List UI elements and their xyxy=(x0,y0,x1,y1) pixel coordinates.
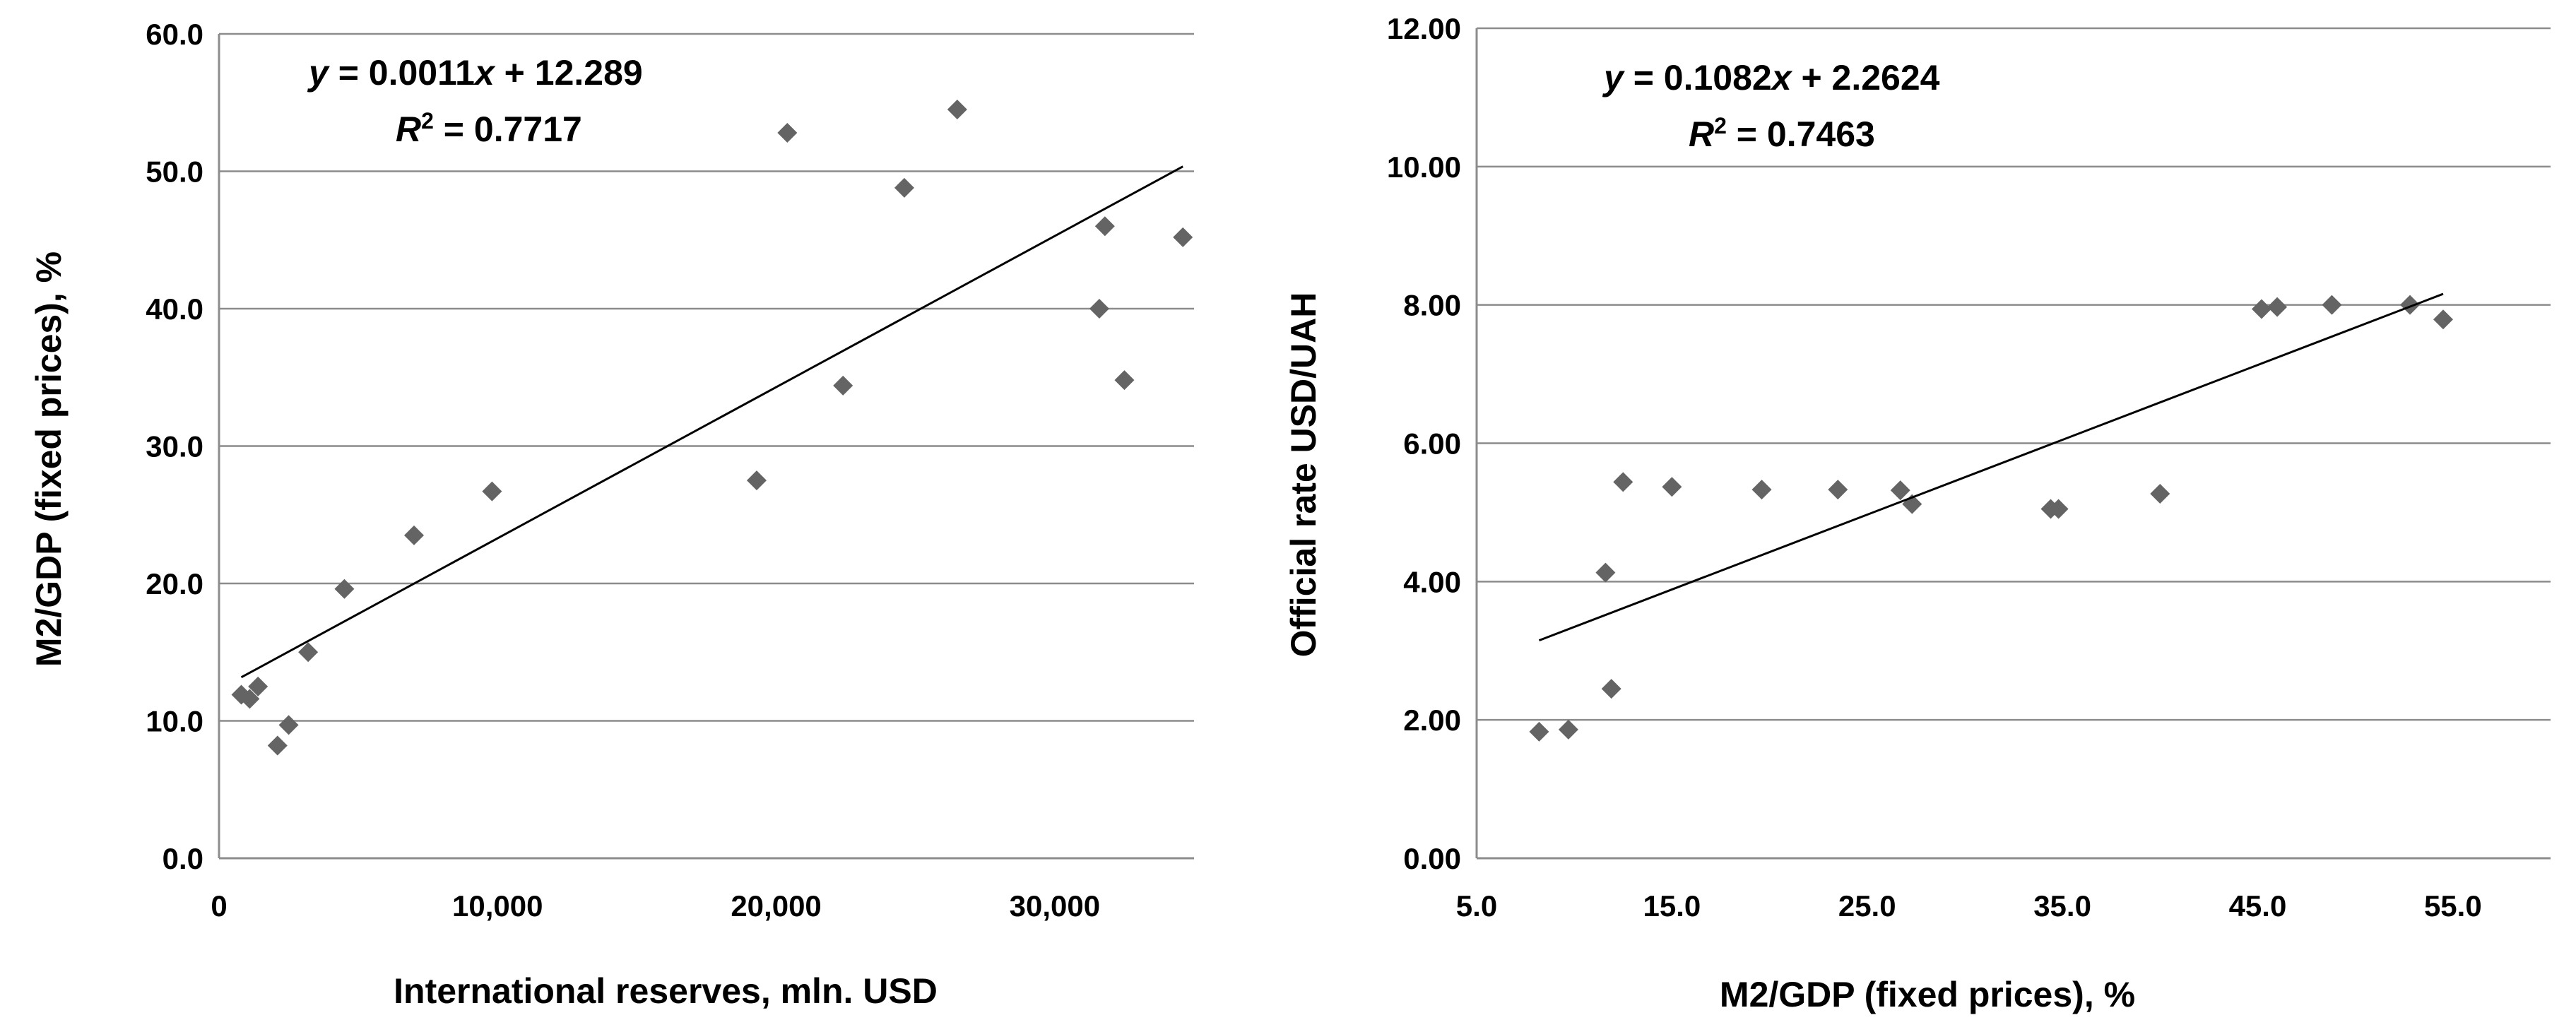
chart1-data-point xyxy=(267,735,288,756)
chart2-data-point xyxy=(1529,721,1549,742)
chart1-data-point xyxy=(240,689,260,709)
chart2-r-label: R xyxy=(1689,114,1714,154)
chart2-data-point xyxy=(1558,719,1578,740)
chart2-data-point xyxy=(2267,297,2288,317)
chart1-r-value: = 0.7717 xyxy=(434,109,582,149)
chart2-data-point xyxy=(2322,295,2342,315)
chart2-eq-rest: = 0.1082 xyxy=(1624,58,1772,97)
chart1-y-axis-title: M2/GDP (fixed prices), % xyxy=(29,251,69,667)
chart2-data-point xyxy=(2150,483,2170,504)
chart1-eq-rest: = 0.0011 xyxy=(329,53,475,93)
chart2-x-tick-label: 25.0 xyxy=(1838,889,1896,923)
chart2-x-tick-label: 15.0 xyxy=(1643,889,1701,923)
chart1-data-point xyxy=(947,99,967,119)
chart1-y-tick-label: 30.0 xyxy=(146,430,203,463)
chart2-y-tick-labels: 0.00 2.00 4.00 6.00 8.00 10.00 12.00 xyxy=(1387,12,1461,875)
chart1-data-point xyxy=(482,481,502,502)
chart1-r-squared: R2 = 0.7717 xyxy=(396,108,582,149)
chart1-eq-x: x xyxy=(473,53,496,93)
chart2-r-sup: 2 xyxy=(1714,113,1727,138)
chart2-data-point xyxy=(2251,299,2271,319)
chart1-y-tick-label: 60.0 xyxy=(146,18,203,51)
chart1-data-point xyxy=(298,642,319,663)
chart1-y-tick-label: 50.0 xyxy=(146,155,203,189)
chart2-data-point xyxy=(1613,472,1633,492)
chart1-x-axis-title: International reserves, mln. USD xyxy=(394,971,938,1011)
chart2-trend-equation: y = 0.1082x + 2.2624 xyxy=(1602,58,1940,97)
chart1-x-tick-label: 20,000 xyxy=(731,889,821,923)
chart2-y-axis-title: Official rate USD/UAH xyxy=(1284,292,1323,658)
chart1-x-tick-labels: 0 10,000 20,000 30,000 xyxy=(211,889,1100,923)
chart1-y-tick-label: 0.0 xyxy=(163,842,203,875)
chart2-data-points xyxy=(1529,295,2453,742)
chart2-eq-x: x xyxy=(1770,58,1793,97)
chart2-data-point xyxy=(1890,480,1910,501)
chart2-y-tick-label: 12.00 xyxy=(1387,12,1461,45)
chart1-eq-y: y xyxy=(307,53,330,93)
chart1-x-tick-label: 10,000 xyxy=(452,889,543,923)
chart-reserves-vs-m2gdp: 0.0 10.0 20.0 30.0 40.0 50.0 60.0 0 10,000 20,00… xyxy=(29,18,1194,1011)
chart1-y-tick-label: 20.0 xyxy=(146,567,203,600)
chart2-data-point xyxy=(1595,562,1616,583)
chart1-data-point xyxy=(777,123,798,143)
chart2-y-tick-label: 10.00 xyxy=(1387,150,1461,184)
chart2-gridlines xyxy=(1477,27,2551,721)
chart1-data-point xyxy=(1173,227,1193,247)
chart2-data-point xyxy=(1828,480,1848,500)
chart2-y-tick-label: 2.00 xyxy=(1403,704,1461,737)
chart2-data-point xyxy=(1662,477,1682,497)
chart2-x-tick-labels: 5.0 15.0 25.0 35.0 45.0 55.0 xyxy=(1456,889,2482,923)
chart2-eq-const: + 2.2624 xyxy=(1792,58,1940,97)
chart1-data-point xyxy=(894,177,914,198)
chart1-data-point xyxy=(1089,299,1109,319)
chart1-data-point xyxy=(334,579,355,599)
chart2-r-value: = 0.7463 xyxy=(1727,114,1875,154)
chart1-y-tick-label: 10.0 xyxy=(146,705,203,738)
chart1-eq-const: + 12.289 xyxy=(495,53,643,93)
chart2-x-axis-title: M2/GDP (fixed prices), % xyxy=(1720,975,2135,1014)
chart2-y-tick-label: 6.00 xyxy=(1403,427,1461,461)
chart2-x-tick-label: 55.0 xyxy=(2424,889,2482,923)
chart1-r-sup: 2 xyxy=(421,108,434,134)
chart2-r-squared: R2 = 0.7463 xyxy=(1689,113,1875,154)
chart1-y-tick-labels: 0.0 10.0 20.0 30.0 40.0 50.0 60.0 xyxy=(146,18,203,875)
chart1-data-point xyxy=(248,676,268,696)
chart1-data-point xyxy=(833,375,853,396)
chart2-data-point xyxy=(1751,480,1772,500)
chart1-x-tick-label: 0 xyxy=(211,889,227,923)
chart1-r-label: R xyxy=(396,109,421,149)
chart2-y-tick-label: 8.00 xyxy=(1403,289,1461,322)
chart1-x-tick-label: 30,000 xyxy=(1010,889,1100,923)
chart2-eq-y: y xyxy=(1602,58,1625,97)
chart2-x-tick-label: 5.0 xyxy=(1456,889,1497,923)
chart2-y-tick-label: 4.00 xyxy=(1403,565,1461,598)
chart1-data-point xyxy=(278,715,299,735)
chart2-data-point xyxy=(2048,499,2069,519)
chart2-x-tick-label: 45.0 xyxy=(2229,889,2287,923)
chart1-gridlines xyxy=(219,32,1194,722)
chart1-data-point xyxy=(404,525,424,545)
chart2-data-point xyxy=(1601,679,1621,699)
chart2-trendline xyxy=(1538,292,2444,641)
chart1-trendline xyxy=(240,165,1183,679)
chart1-trend-equation: y = 0.0011x + 12.289 xyxy=(307,53,643,93)
chart2-y-tick-label: 0.00 xyxy=(1403,842,1461,875)
chart1-data-point xyxy=(1094,216,1115,237)
chart2-data-point xyxy=(2400,295,2421,315)
chart1-data-points xyxy=(231,99,1193,756)
chart1-data-point xyxy=(746,470,767,491)
chart2-x-tick-label: 35.0 xyxy=(2033,889,2091,923)
chart2-data-point xyxy=(2433,309,2453,330)
chart1-y-tick-label: 40.0 xyxy=(146,292,203,326)
chart1-data-point xyxy=(1114,370,1135,391)
